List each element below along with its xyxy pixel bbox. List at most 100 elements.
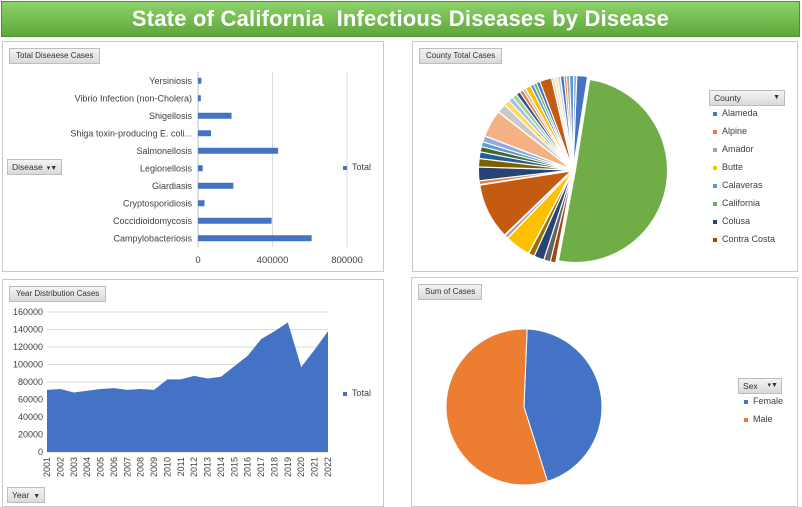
x-tick-label: 2016 (243, 457, 253, 477)
y-tick-label: 40000 (18, 412, 43, 422)
x-tick-label: 2012 (189, 457, 199, 477)
year-filter-button[interactable]: Year ▼ (7, 487, 46, 503)
legend-label: Colusa (722, 216, 751, 226)
x-tick-label: 2010 (162, 457, 172, 477)
x-tick-label: 2002 (55, 457, 65, 477)
county-field-button[interactable]: County Total Cases (419, 48, 503, 64)
category-label: Salmonellosis (136, 146, 192, 156)
legend-swatch (713, 165, 717, 170)
county-pie-slice (479, 170, 573, 236)
year-field-button[interactable]: Year Distribution Cases (9, 286, 107, 302)
legend-label: Alameda (722, 108, 758, 118)
x-tick-label: 2018 (269, 457, 279, 477)
x-tick-label: 2021 (310, 457, 320, 477)
sex-field-label: Sum of Cases (425, 287, 476, 296)
sex-legend-item[interactable]: Male (744, 414, 773, 424)
disease-legend-label: Total (352, 162, 372, 172)
bar (198, 200, 205, 207)
x-tick-label: 2004 (82, 457, 92, 477)
bar (198, 130, 212, 137)
dropdown-arrow-icon: ▼ (33, 493, 41, 500)
county-legend-item[interactable]: Amador (713, 144, 754, 154)
x-tick-label: 2015 (229, 457, 239, 477)
legend-swatch (713, 129, 717, 134)
filter-funnel-icon: ▾▼ (46, 165, 58, 172)
county-legend-item[interactable]: Butte (713, 162, 743, 172)
y-tick-label: 80000 (18, 377, 43, 387)
county-legend-item[interactable]: Colusa (713, 216, 750, 226)
legend-swatch (744, 417, 748, 422)
county-pie-slice (504, 171, 572, 239)
x-tick-label: 2009 (149, 457, 159, 477)
year-legend-label: Total (352, 388, 372, 398)
x-tick-label: 2019 (283, 457, 293, 477)
legend-swatch (744, 399, 748, 404)
x-tick-label: 2022 (323, 457, 333, 477)
category-label: Cryptosporidiosis (123, 198, 193, 208)
x-tick-label: 400000 (257, 255, 289, 266)
x-tick-label: 2008 (136, 457, 146, 477)
sex-field-button[interactable]: Sum of Cases (418, 284, 483, 300)
year-legend-swatch (343, 391, 347, 396)
dashboard-title: State of California Infectious Diseases … (131, 6, 670, 31)
county-legend-item[interactable]: California (713, 198, 760, 208)
disease-field-button[interactable]: Total Diseaese Cases (9, 48, 101, 64)
disease-filter-button[interactable]: Disease ▾▼ (7, 159, 63, 175)
x-tick-label: 2017 (256, 457, 266, 477)
x-tick-label: 2007 (122, 457, 132, 477)
bar (198, 95, 201, 102)
county-legend-item[interactable]: Calaveras (713, 180, 763, 190)
bar (198, 147, 279, 154)
county-legend-item[interactable]: Alpine (713, 126, 747, 136)
legend-label: Calaveras (722, 180, 763, 190)
bar (198, 182, 234, 189)
area-series-total (47, 322, 328, 452)
sex-pie-slice (523, 328, 603, 483)
category-label: Giardiasis (152, 181, 193, 191)
sex-filter-label: Sex (743, 381, 758, 391)
x-tick-label: 800000 (331, 255, 363, 266)
category-label: Shigellosis (149, 111, 193, 121)
legend-label: California (722, 198, 761, 208)
category-label: Vibrio Infection (non-Cholera) (75, 93, 192, 103)
disease-chart-panel[interactable]: Total Diseaese Cases Disease ▾▼ 0 400000 80… (2, 41, 384, 272)
county-filter-label: County (714, 93, 741, 103)
county-filter-button[interactable]: County ▼ (709, 90, 785, 106)
dashboard-title-banner: State of California Infectious Diseases … (1, 1, 800, 37)
sex-chart-panel[interactable]: Sum of Cases Sex ▾▼ Female Male (411, 277, 798, 507)
disease-field-label: Total Diseaese Cases (16, 51, 94, 60)
year-field-label: Year Distribution Cases (16, 289, 100, 298)
county-legend-item[interactable]: Contra Costa (713, 234, 775, 244)
legend-label: Female (753, 396, 784, 406)
bar (198, 112, 232, 119)
x-tick-label: 2014 (216, 457, 226, 477)
bar (198, 77, 202, 84)
sex-filter-button[interactable]: Sex ▾▼ (738, 378, 782, 394)
county-pie-chart (478, 74, 668, 264)
disease-legend: Total (343, 162, 371, 172)
x-tick-label: 2006 (109, 457, 119, 477)
category-label: Campylobacteriosis (113, 233, 192, 243)
disease-bar-chart: 0 400000 800000 Campylobacteriosis Coccidioi… (70, 72, 363, 266)
legend-label: Amador (722, 144, 754, 154)
county-legend-item[interactable]: Alameda (713, 108, 758, 118)
y-tick-label: 160000 (13, 307, 43, 317)
sex-legend-item[interactable]: Female (744, 396, 783, 406)
bar (198, 165, 203, 172)
county-chart-panel[interactable]: County Total Cases County ▼ Alameda Alpine… (412, 41, 798, 272)
bar (198, 217, 272, 224)
legend-label: Contra Costa (722, 234, 776, 244)
sex-pie-slice (445, 328, 549, 486)
year-legend: Total (343, 388, 371, 398)
category-label: Yersiniosis (149, 76, 192, 86)
year-chart-panel[interactable]: Year Distribution Cases 0 20000 40000 60000… (2, 279, 384, 507)
x-tick-label: 2020 (296, 457, 306, 477)
county-pie-slice (557, 78, 668, 263)
x-tick-label: 2003 (69, 457, 79, 477)
category-label: Coccidioidomycosis (113, 216, 193, 226)
dropdown-arrow-icon: ▼ (773, 94, 780, 101)
x-tick-label: 2001 (42, 457, 52, 477)
legend-label: Alpine (722, 126, 748, 136)
x-tick-label: 2005 (96, 457, 106, 477)
legend-swatch (713, 219, 717, 224)
